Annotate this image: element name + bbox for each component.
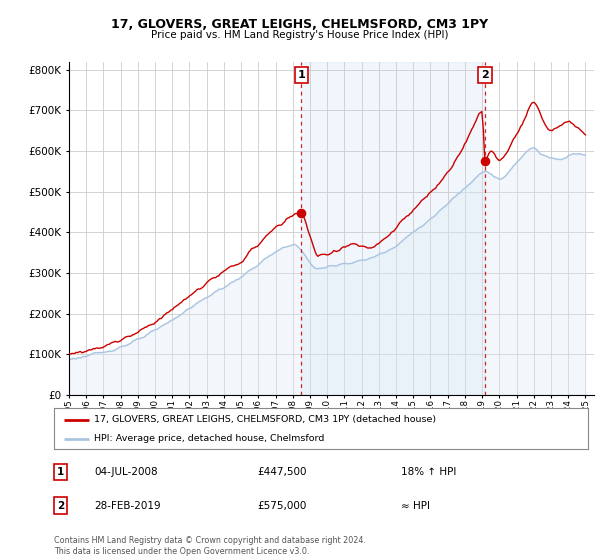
Text: 1: 1 [298,70,305,80]
Text: 28-FEB-2019: 28-FEB-2019 [94,501,161,511]
Bar [301,62,485,395]
Text: 2: 2 [57,501,64,511]
Text: Contains HM Land Registry data © Crown copyright and database right 2024.
This d: Contains HM Land Registry data © Crown c… [54,536,366,556]
Text: £575,000: £575,000 [257,501,306,511]
Text: £447,500: £447,500 [257,467,307,477]
Text: HPI: Average price, detached house, Chelmsford: HPI: Average price, detached house, Chel… [94,435,325,444]
Text: Price paid vs. HM Land Registry's House Price Index (HPI): Price paid vs. HM Land Registry's House … [151,30,449,40]
Text: 17, GLOVERS, GREAT LEIGHS, CHELMSFORD, CM3 1PY (detached house): 17, GLOVERS, GREAT LEIGHS, CHELMSFORD, C… [94,415,436,424]
Text: 2: 2 [481,70,489,80]
Text: 1: 1 [57,467,64,477]
Point [480,157,490,166]
Point [296,208,306,217]
Text: 17, GLOVERS, GREAT LEIGHS, CHELMSFORD, CM3 1PY: 17, GLOVERS, GREAT LEIGHS, CHELMSFORD, C… [112,18,488,31]
Text: ≈ HPI: ≈ HPI [401,501,430,511]
Text: 04-JUL-2008: 04-JUL-2008 [94,467,158,477]
Text: 18% ↑ HPI: 18% ↑ HPI [401,467,457,477]
